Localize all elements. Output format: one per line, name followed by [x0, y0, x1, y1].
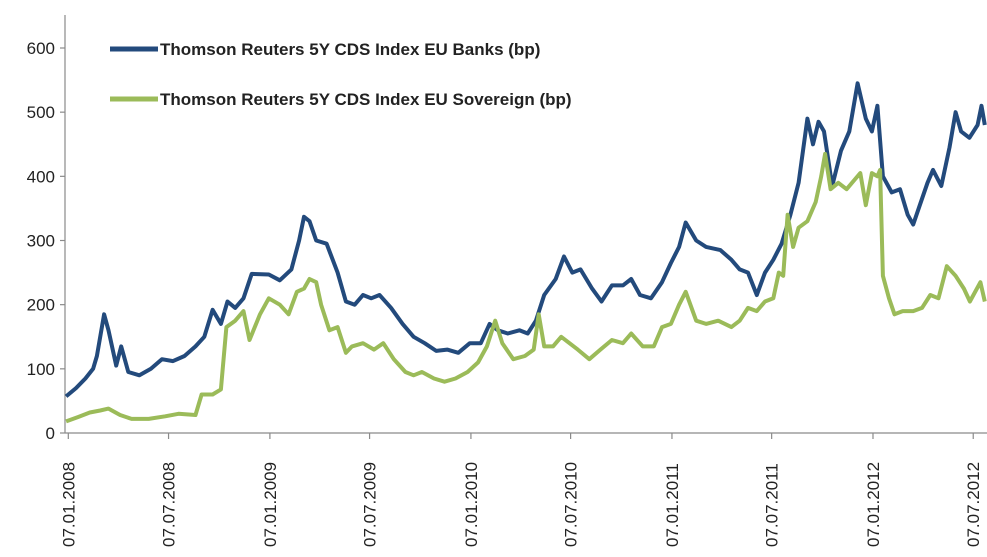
- y-tick-label: 100: [27, 360, 55, 379]
- y-tick-label: 200: [27, 296, 55, 315]
- y-tick-label: 400: [27, 167, 55, 186]
- x-tick-label: 07.01.2009: [261, 462, 280, 547]
- x-tick-label: 07.07.2009: [361, 462, 380, 547]
- x-tick-label: 07.01.2010: [462, 462, 481, 547]
- x-tick-label: 07.01.2008: [59, 462, 78, 547]
- series-line: [64, 81, 987, 398]
- x-tick-label: 07.07.2011: [763, 463, 782, 547]
- x-tick-label: 07.01.2012: [864, 462, 883, 547]
- x-tick-label: 07.07.2010: [562, 462, 581, 547]
- y-tick-label: 300: [27, 232, 55, 251]
- legend-label: Thomson Reuters 5Y CDS Index EU Sovereig…: [160, 90, 572, 109]
- x-tick-label: 07.07.2008: [160, 462, 179, 547]
- y-tick-label: 500: [27, 103, 55, 122]
- x-tick-label: 07.07.2012: [964, 462, 983, 547]
- x-tick-label: 07.01.2011: [663, 463, 682, 547]
- legend-label: Thomson Reuters 5Y CDS Index EU Banks (b…: [160, 40, 540, 59]
- series-line: [65, 151, 987, 424]
- y-tick-label: 0: [46, 424, 55, 443]
- y-tick-label: 600: [27, 39, 55, 58]
